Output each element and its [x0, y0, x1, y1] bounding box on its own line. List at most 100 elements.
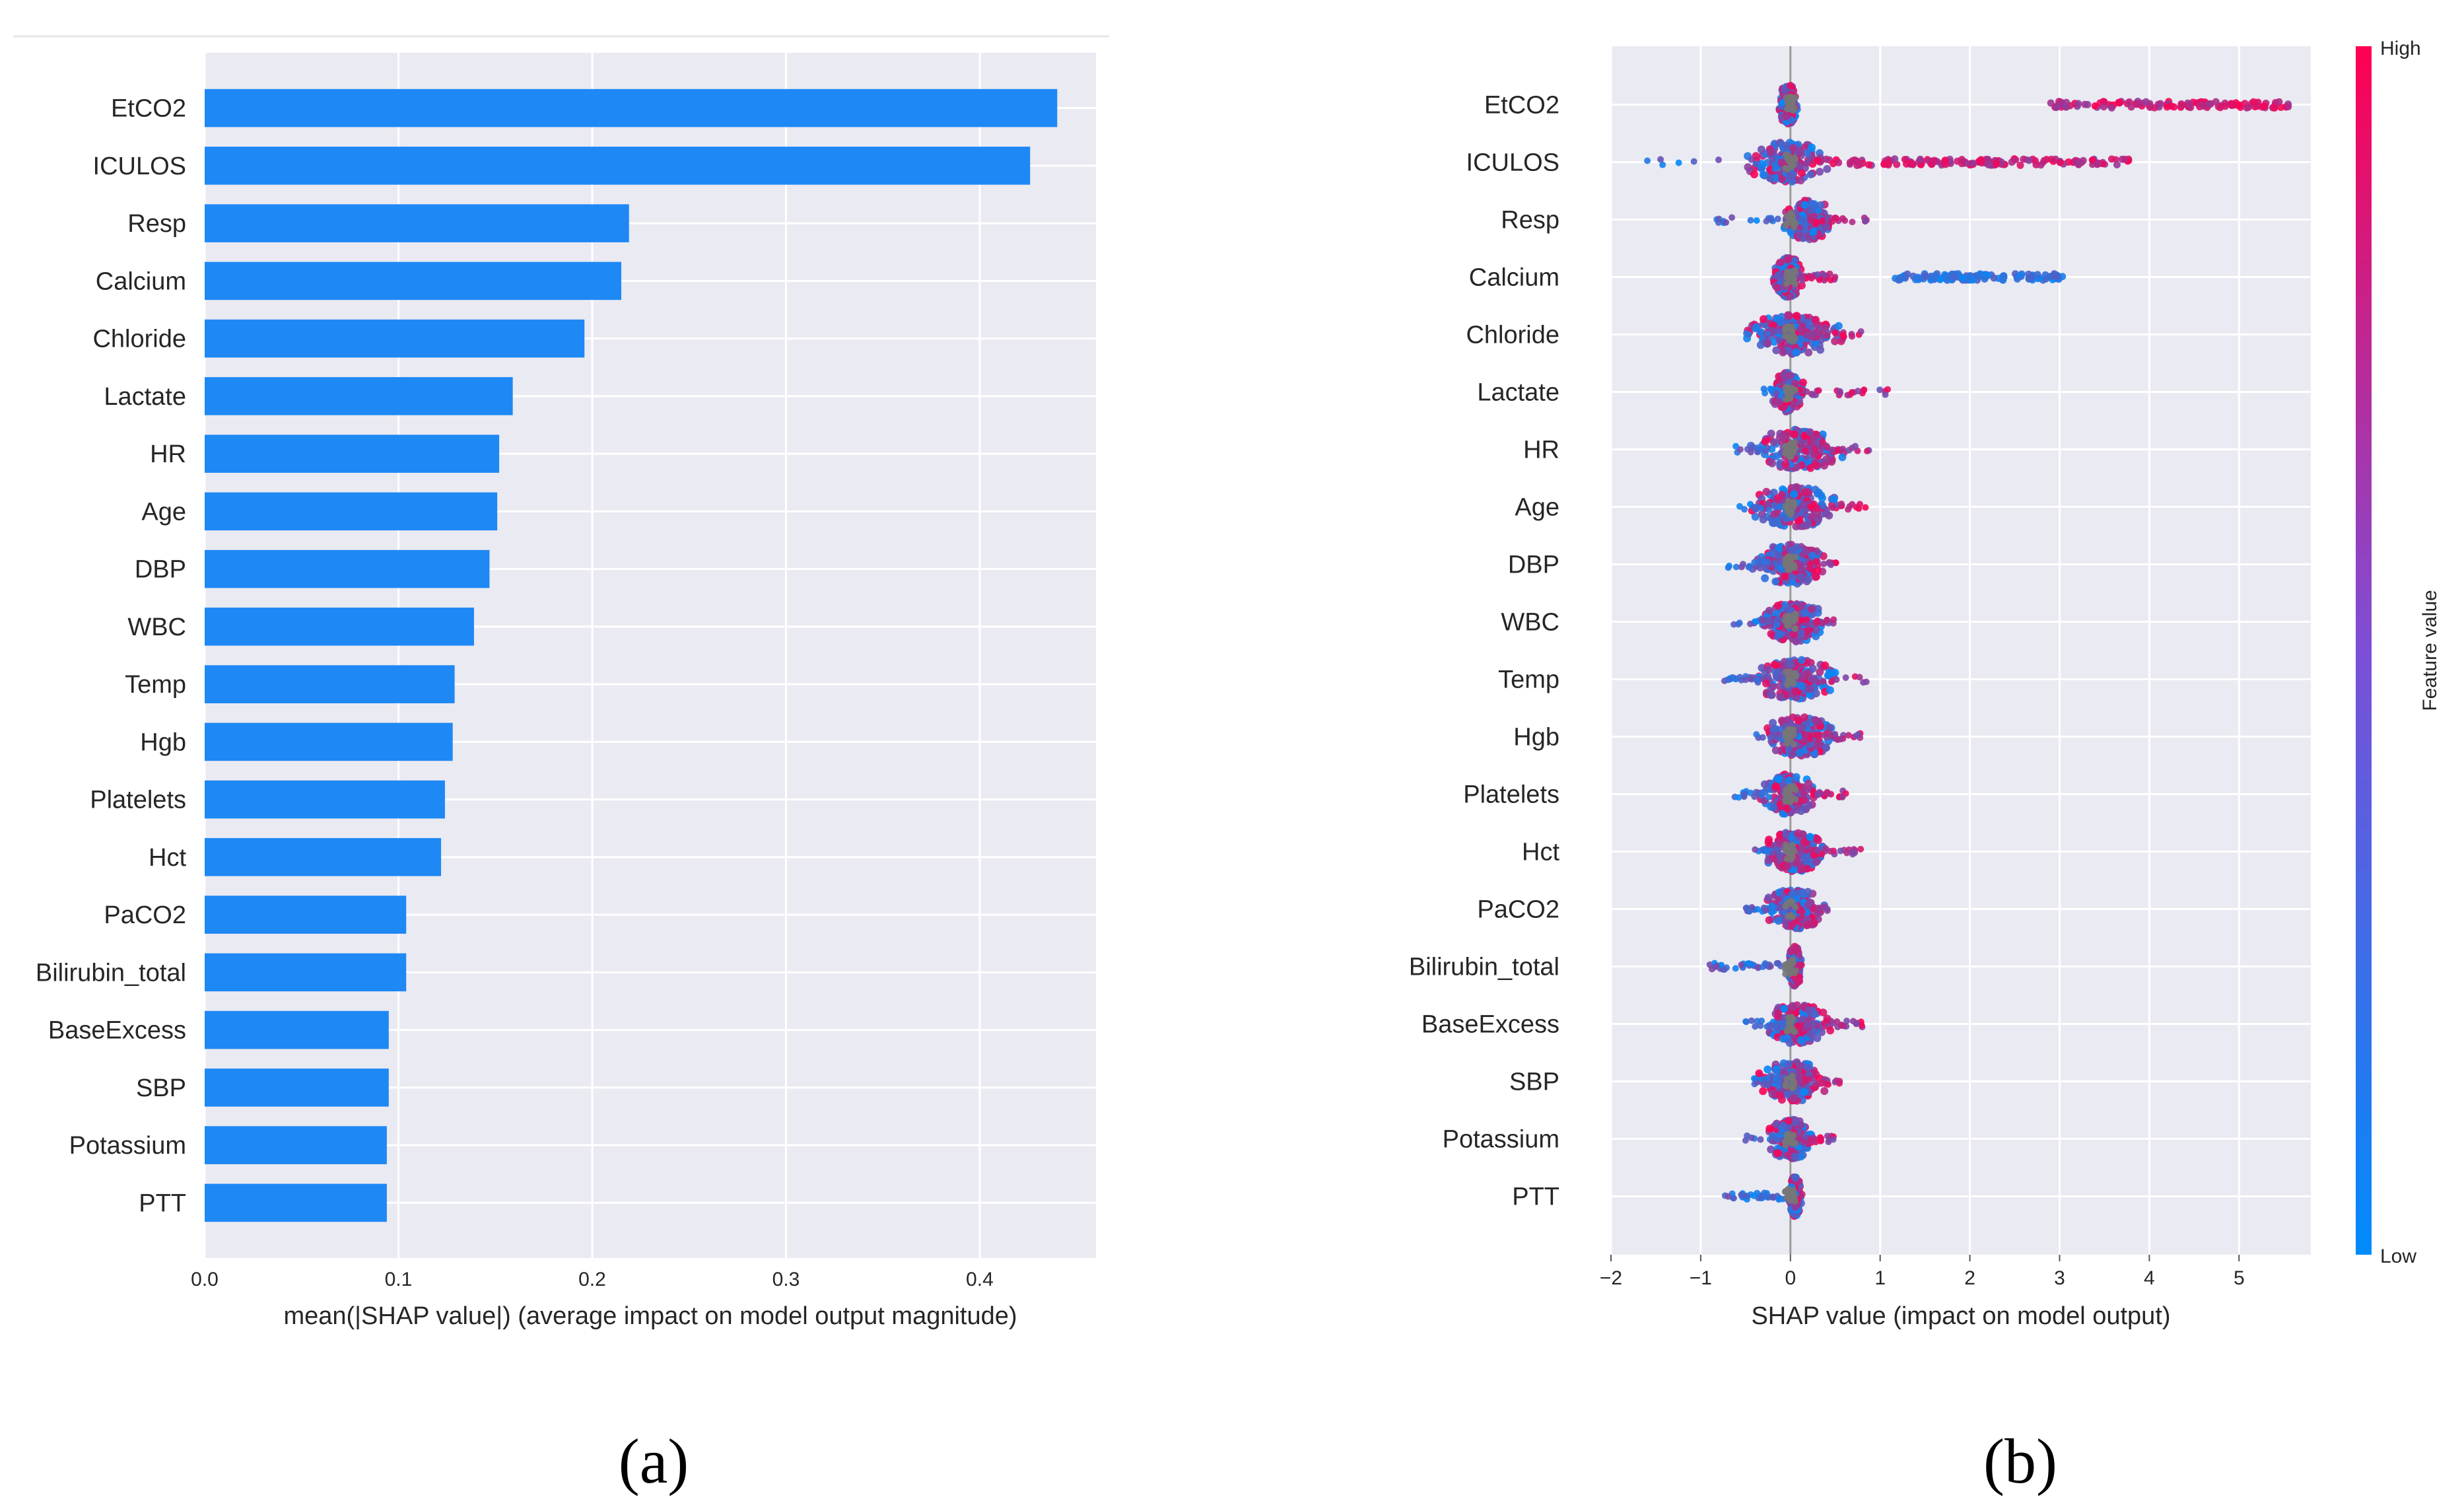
- shap-point: [1814, 836, 1822, 845]
- shap-point: [1736, 619, 1743, 627]
- shap-point: [1893, 160, 1901, 168]
- shap-point: [1813, 557, 1820, 565]
- x-tick-label: 0.3: [772, 1269, 800, 1290]
- shap-point: [1765, 916, 1773, 925]
- y-tick-label: Potassium: [1443, 1126, 1559, 1154]
- shap-point-missing: [1787, 511, 1794, 518]
- shap-point: [1790, 490, 1798, 499]
- shap-point: [1804, 801, 1813, 810]
- shap-point: [1769, 1193, 1777, 1201]
- shap-point: [1789, 1002, 1798, 1011]
- shap-point-missing: [1784, 106, 1791, 113]
- shap-point: [1764, 856, 1773, 864]
- shap-point: [1798, 888, 1806, 896]
- shap-point: [2186, 100, 2194, 108]
- shap-point: [1849, 501, 1856, 508]
- shap-point: [1815, 387, 1822, 394]
- shap-point: [1773, 615, 1781, 623]
- shap-point: [1797, 1035, 1805, 1044]
- shap-point: [1802, 608, 1810, 617]
- y-tick-label: BaseExcess: [48, 1017, 186, 1045]
- y-tick-label: Age: [141, 498, 186, 526]
- shap-point: [1798, 831, 1807, 839]
- shap-point: [1808, 143, 1816, 152]
- shap-point: [1803, 149, 1812, 157]
- bar-wbc: [205, 608, 474, 646]
- shap-point: [1783, 862, 1792, 870]
- shap-point: [1857, 845, 1865, 853]
- shap-point: [1981, 275, 1989, 283]
- shap-point: [1771, 559, 1779, 567]
- shap-point: [1823, 1017, 1830, 1024]
- shap-point: [1810, 1020, 1817, 1027]
- shap-point: [2040, 157, 2048, 164]
- shap-point: [1826, 1026, 1835, 1035]
- shap-point: [1739, 561, 1746, 568]
- shap-point: [1776, 693, 1785, 701]
- shap-point: [1792, 773, 1800, 781]
- shap-point: [1771, 660, 1779, 669]
- shap-point-missing: [1782, 1081, 1789, 1088]
- bar-chloride: [205, 319, 585, 358]
- shap-point: [1772, 725, 1781, 734]
- shap-point-missing: [1785, 1024, 1793, 1032]
- shap-point: [1803, 616, 1810, 623]
- shap-point: [2016, 161, 2024, 169]
- shap-point: [1767, 429, 1775, 438]
- shap-point: [1744, 1132, 1751, 1139]
- shap-point-missing: [1789, 553, 1796, 561]
- shap-point: [1838, 453, 1847, 462]
- shap-point-missing: [1785, 1014, 1792, 1022]
- shap-point: [1814, 847, 1821, 854]
- shap-point: [1786, 82, 1795, 90]
- y-tick-label: PaCO2: [1477, 896, 1559, 924]
- shap-point: [1767, 629, 1775, 638]
- shap-point: [1777, 491, 1786, 499]
- shap-point: [1830, 160, 1837, 168]
- shap-point: [1753, 676, 1760, 683]
- shap-point: [1862, 504, 1869, 511]
- shap-point: [1958, 160, 1966, 168]
- shap-point-missing: [1787, 963, 1794, 970]
- shap-point: [1802, 447, 1809, 454]
- shap-point: [1822, 744, 1830, 752]
- shap-point: [1762, 390, 1769, 397]
- shap-point: [1769, 850, 1776, 857]
- y-tick-label: PTT: [139, 1189, 186, 1217]
- shap-point-missing: [1790, 1187, 1797, 1194]
- shap-point: [1821, 277, 1828, 284]
- shap-point: [1839, 793, 1846, 800]
- shap-point: [1785, 1061, 1793, 1069]
- shap-point-missing: [1787, 911, 1795, 919]
- shap-point: [1809, 228, 1818, 236]
- shap-point: [2177, 100, 2185, 108]
- shap-point: [1836, 1078, 1843, 1085]
- shap-point: [2275, 98, 2283, 106]
- shap-point: [1796, 1076, 1803, 1083]
- shap-point: [1773, 328, 1780, 335]
- x-tick-label: 1: [1874, 1267, 1886, 1289]
- shap-point: [1757, 145, 1765, 154]
- shap-point: [1766, 148, 1775, 157]
- shap-point: [1824, 617, 1831, 624]
- shap-point: [1797, 865, 1806, 874]
- shap-point: [1808, 275, 1815, 282]
- shap-point: [1728, 214, 1736, 221]
- shap-point: [1761, 1189, 1768, 1197]
- shap-point: [1779, 371, 1788, 380]
- shap-point: [1806, 428, 1814, 437]
- shap-point: [1657, 156, 1664, 163]
- bar-iculos: [205, 147, 1031, 185]
- y-tick-label: Temp: [1498, 666, 1559, 694]
- shap-point: [1764, 330, 1771, 337]
- shap-point-missing: [1792, 1140, 1799, 1147]
- shap-point: [1812, 461, 1821, 470]
- shap-point: [1763, 1065, 1772, 1074]
- shap-point-missing: [1790, 731, 1797, 738]
- shap-point: [1806, 1075, 1813, 1082]
- shap-point-missing: [1784, 1133, 1791, 1140]
- shap-point: [1814, 330, 1822, 337]
- shap-point: [1860, 679, 1867, 686]
- shap-point: [1837, 389, 1844, 396]
- shap-point: [1804, 575, 1813, 584]
